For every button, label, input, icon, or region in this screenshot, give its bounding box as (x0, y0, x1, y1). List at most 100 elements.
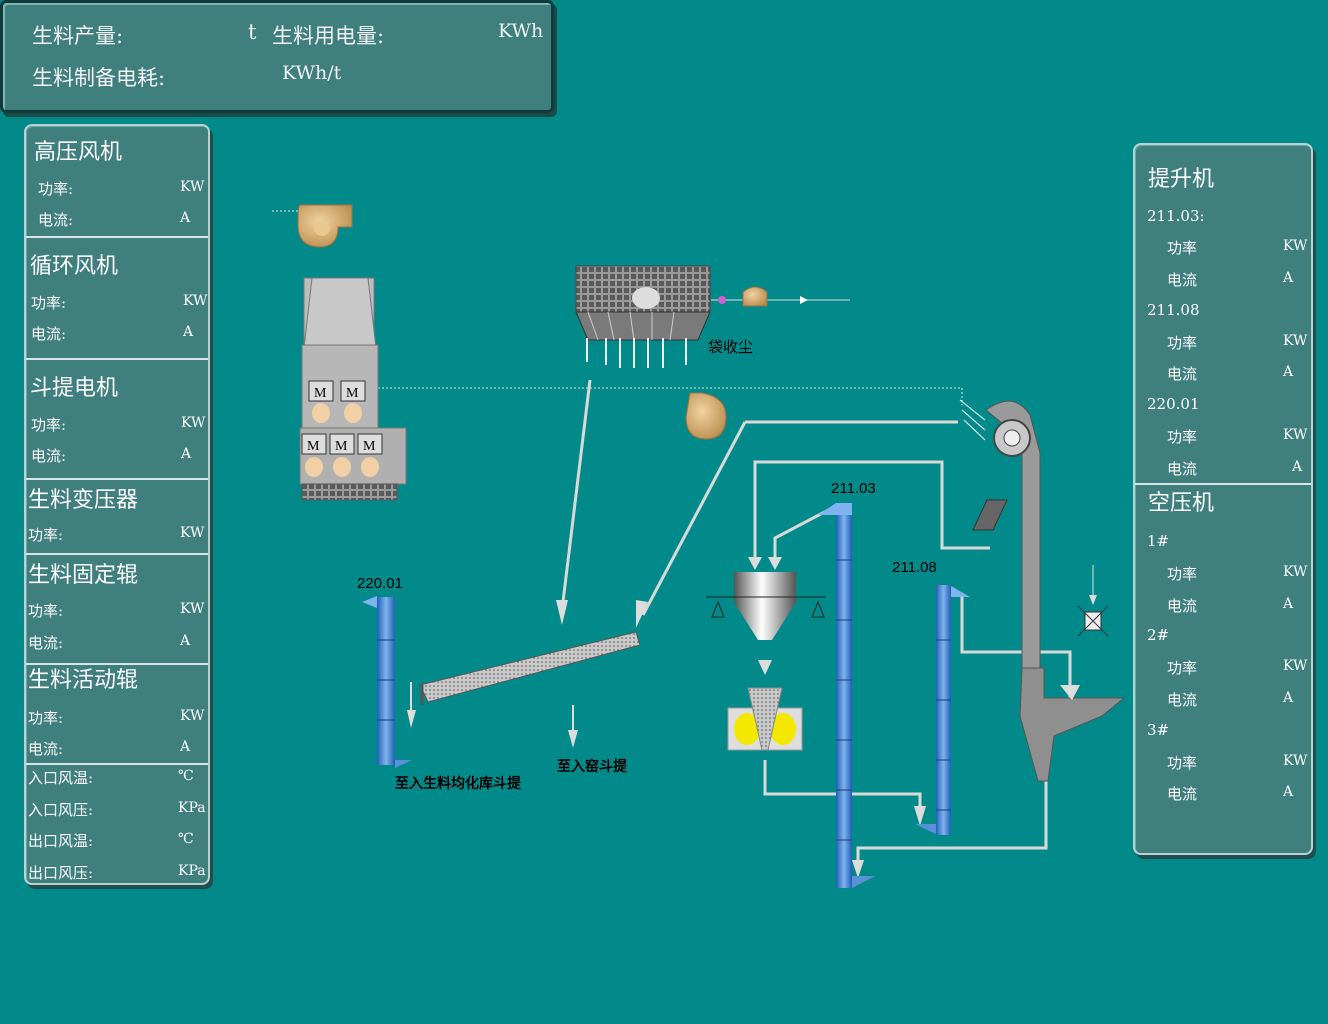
elev-3-power-unit: KW (1283, 427, 1308, 443)
motor-label: M (363, 439, 376, 454)
dust-collector-label: 袋收尘 (708, 338, 754, 356)
circ-fan-power: 功率: (31, 294, 67, 312)
transformer-power: 功率: (28, 526, 64, 544)
elev-3-name: 220.01 (1147, 395, 1200, 413)
moving-roll-section: 生料活动辊 功率: KW 电流: A (26, 665, 208, 765)
elev-2-name: 211.08 (1147, 301, 1200, 319)
bucket-motor-current: 电流: (31, 447, 67, 465)
outlet-temp: 出口风温: (28, 832, 94, 850)
elev-2-current: 电流 (1167, 365, 1198, 383)
hp-fan-current-unit: A (180, 210, 191, 226)
comp-2-current-unit: A (1283, 690, 1294, 706)
bag-dust-collector-icon (575, 265, 850, 368)
comp-2-power-unit: KW (1283, 658, 1308, 674)
fixed-roll-power: 功率: (28, 602, 64, 620)
left-equipment-panel: 高压风机 功率: KW 电流: A 循环风机 功率: KW 电流: A 斗提电机… (24, 124, 210, 885)
comp-1-current: 电流 (1167, 597, 1198, 615)
moving-roll-power-unit: KW (180, 708, 205, 724)
elev-3-current: 电流 (1167, 460, 1198, 478)
to-kiln-label: 至入窑斗提 (557, 759, 627, 775)
fixed-roll-current-unit: A (180, 633, 191, 649)
circulating-fan-icon (685, 392, 727, 440)
valve-icon (1077, 605, 1109, 637)
elev-1-name: 211.03: (1147, 207, 1205, 225)
comp-3-power-unit: KW (1283, 753, 1308, 769)
circ-fan-section: 循环风机 功率: KW 电流: A (26, 238, 208, 360)
elev-1-power: 功率 (1167, 239, 1198, 257)
elevator-211-03-label: 211.03 (831, 480, 876, 497)
hp-fan-current: 电流: (38, 211, 74, 229)
production-summary-panel: 生料产量: t 生料用电量: KWh 生料制备电耗: KWh/t (0, 0, 554, 113)
to-homogenizing-label: 至入生料均化库斗提 (395, 776, 521, 792)
comp-2-power: 功率 (1167, 659, 1198, 677)
flow-arrows (407, 557, 1097, 878)
elev-1-power-unit: KW (1283, 238, 1308, 254)
air-section: 入口风温: ℃ 入口风压: KPa 出口风温: ℃ 出口风压: KPa (26, 765, 208, 885)
transformer-section: 生料变压器 功率: KW (26, 480, 208, 555)
weigh-hopper-icon (706, 572, 826, 640)
raw-power-label: 生料用电量: (272, 24, 385, 48)
elev-1-current: 电流 (1167, 271, 1198, 289)
motor-icons: M M M M M (301, 380, 383, 477)
comp-2-current: 电流 (1167, 691, 1198, 709)
moving-roll-current-unit: A (180, 739, 191, 755)
elev-2-power: 功率 (1167, 334, 1198, 352)
elev-3-current-unit: A (1292, 459, 1303, 475)
comp-3-current-unit: A (1283, 784, 1294, 800)
hp-fan-power: 功率: (38, 180, 74, 198)
fixed-roll-title: 生料固定辊 (28, 563, 139, 588)
compressor-title: 空压机 (1148, 491, 1215, 516)
elevator-220-01-label: 220.01 (357, 575, 403, 592)
raw-output-unit: t (248, 20, 257, 44)
comp-1-power: 功率 (1167, 565, 1198, 583)
elevator-section: 提升机 211.03: 功率 KW 电流 A 211.08 功率 KW 电流 A… (1135, 145, 1311, 485)
comp-1-current-unit: A (1283, 596, 1294, 612)
hp-fan-section: 高压风机 功率: KW 电流: A (26, 126, 208, 238)
comp-3-current: 电流 (1167, 785, 1198, 803)
right-equipment-panel: 提升机 211.03: 功率 KW 电流 A 211.08 功率 KW 电流 A… (1133, 143, 1313, 855)
comp-2-name: 2# (1147, 626, 1170, 644)
motor-label: M (335, 439, 348, 454)
motor-label: M (346, 386, 359, 401)
hp-fan-title: 高压风机 (34, 140, 123, 165)
dashed-lines (272, 210, 963, 405)
elevator-211-03-icon (818, 503, 875, 888)
circ-fan-power-unit: KW (183, 293, 208, 309)
inlet-press: 入口风压: (28, 801, 94, 819)
transformer-power-unit: KW (180, 525, 205, 541)
air-slide-conveyor-icon (419, 631, 641, 705)
elevator-title: 提升机 (1148, 167, 1215, 192)
elev-2-power-unit: KW (1283, 333, 1308, 349)
circ-fan-current: 电流: (31, 325, 67, 343)
fixed-roll-current: 电流: (28, 634, 64, 652)
elevator-220-01-icon (362, 596, 412, 768)
bucket-motor-title: 斗提电机 (30, 376, 119, 401)
outlet-press: 出口风压: (28, 864, 94, 882)
roller-press-icon (727, 687, 803, 751)
elevator-211-08-label: 211.08 (892, 559, 937, 576)
motor-label: M (314, 386, 327, 401)
elev-3-power: 功率 (1167, 428, 1198, 446)
high-pressure-fan-icon (297, 204, 353, 248)
elev-1-current-unit: A (1283, 270, 1294, 286)
moving-roll-title: 生料活动辊 (28, 668, 139, 693)
moving-roll-current: 电流: (28, 740, 64, 758)
inlet-temp: 入口风温: (28, 769, 94, 787)
comp-3-power: 功率 (1167, 754, 1198, 772)
bucket-motor-section: 斗提电机 功率: KW 电流: A (26, 360, 208, 480)
comp-1-power-unit: KW (1283, 564, 1308, 580)
fixed-roll-section: 生料固定辊 功率: KW 电流: A (26, 555, 208, 665)
circ-fan-title: 循环风机 (30, 254, 119, 279)
fixed-roll-power-unit: KW (180, 601, 205, 617)
inlet-press-unit: KPa (178, 800, 206, 816)
raw-output-label: 生料产量: (32, 24, 124, 48)
outlet-temp-unit: ℃ (178, 831, 194, 847)
elev-2-current-unit: A (1283, 364, 1294, 380)
energy-label: 生料制备电耗: (32, 66, 166, 90)
transformer-title: 生料变压器 (28, 488, 139, 513)
pipes (560, 379, 1072, 872)
comp-1-name: 1# (1147, 532, 1170, 550)
outlet-press-unit: KPa (178, 863, 206, 879)
comp-3-name: 3# (1147, 721, 1170, 739)
